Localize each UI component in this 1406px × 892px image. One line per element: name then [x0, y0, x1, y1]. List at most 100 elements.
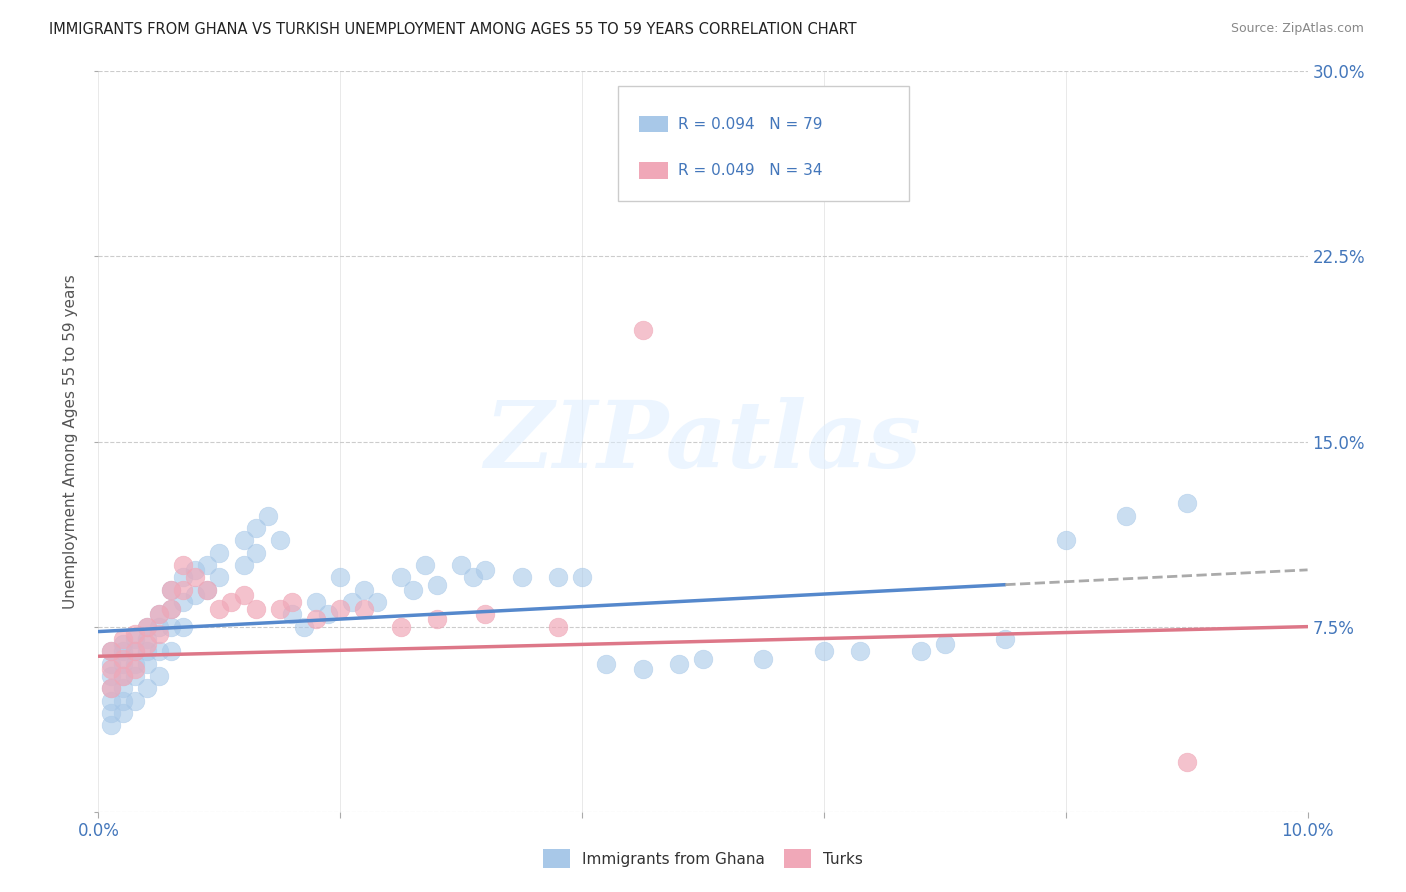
- Point: [571, 570, 593, 584]
- Point: [100, 681, 122, 696]
- Point: [172, 582, 194, 597]
- Point: [450, 558, 472, 572]
- Bar: [638, 116, 668, 132]
- Point: [208, 546, 231, 560]
- Point: [474, 563, 496, 577]
- Point: [100, 644, 122, 658]
- Point: [510, 570, 533, 584]
- Point: [221, 595, 243, 609]
- Point: [752, 651, 775, 665]
- Point: [256, 508, 278, 523]
- Y-axis label: Unemployment Among Ages 55 to 59 years: Unemployment Among Ages 55 to 59 years: [63, 274, 79, 609]
- Point: [208, 602, 231, 616]
- Point: [353, 582, 375, 597]
- Point: [100, 706, 122, 720]
- Text: R = 0.094   N = 79: R = 0.094 N = 79: [678, 117, 823, 132]
- Point: [148, 627, 170, 641]
- Text: ZIPatlas: ZIPatlas: [485, 397, 921, 486]
- Point: [160, 582, 183, 597]
- Point: [100, 681, 122, 696]
- Point: [100, 644, 122, 658]
- Point: [547, 570, 569, 584]
- Legend: Immigrants from Ghana, Turks: Immigrants from Ghana, Turks: [536, 841, 870, 875]
- Point: [135, 644, 157, 658]
- Point: [595, 657, 617, 671]
- Point: [631, 662, 654, 676]
- Point: [124, 632, 146, 646]
- Point: [232, 533, 254, 548]
- Point: [366, 595, 388, 609]
- Point: [172, 558, 194, 572]
- Point: [124, 694, 146, 708]
- Point: [111, 669, 134, 683]
- Point: [100, 669, 122, 683]
- Point: [463, 570, 485, 584]
- Point: [100, 657, 122, 671]
- Point: [426, 577, 449, 591]
- Point: [172, 619, 194, 633]
- Point: [135, 619, 157, 633]
- Point: [402, 582, 425, 597]
- Point: [245, 602, 267, 616]
- Text: Source: ZipAtlas.com: Source: ZipAtlas.com: [1230, 22, 1364, 36]
- Point: [135, 632, 157, 646]
- Point: [124, 644, 146, 658]
- Point: [245, 546, 267, 560]
- Point: [547, 619, 569, 633]
- Point: [389, 619, 412, 633]
- Point: [269, 533, 291, 548]
- Point: [135, 681, 157, 696]
- Point: [100, 718, 122, 732]
- Point: [135, 637, 157, 651]
- FancyBboxPatch shape: [619, 87, 908, 201]
- Point: [1175, 756, 1198, 770]
- Point: [111, 657, 134, 671]
- Point: [111, 669, 134, 683]
- Point: [281, 607, 304, 622]
- Point: [135, 657, 157, 671]
- Point: [474, 607, 496, 622]
- Point: [184, 588, 207, 602]
- Point: [111, 632, 134, 646]
- Point: [111, 706, 134, 720]
- Point: [1175, 496, 1198, 510]
- Point: [135, 619, 157, 633]
- Point: [160, 602, 183, 616]
- Point: [124, 644, 146, 658]
- Point: [413, 558, 436, 572]
- Point: [1115, 508, 1137, 523]
- Point: [813, 644, 835, 658]
- Point: [849, 644, 872, 658]
- Point: [111, 681, 134, 696]
- Point: [208, 570, 231, 584]
- Point: [316, 607, 339, 622]
- Point: [111, 694, 134, 708]
- Point: [292, 619, 315, 633]
- Point: [232, 588, 254, 602]
- Point: [111, 644, 134, 658]
- Point: [172, 595, 194, 609]
- Point: [426, 612, 449, 626]
- Point: [389, 570, 412, 584]
- Point: [160, 582, 183, 597]
- Point: [195, 582, 218, 597]
- Point: [245, 521, 267, 535]
- Point: [148, 669, 170, 683]
- Point: [281, 595, 304, 609]
- Point: [329, 570, 352, 584]
- Point: [184, 570, 207, 584]
- Point: [160, 602, 183, 616]
- Point: [1054, 533, 1077, 548]
- Point: [172, 570, 194, 584]
- Point: [232, 558, 254, 572]
- Point: [124, 627, 146, 641]
- Point: [148, 607, 170, 622]
- Point: [124, 662, 146, 676]
- Text: IMMIGRANTS FROM GHANA VS TURKISH UNEMPLOYMENT AMONG AGES 55 TO 59 YEARS CORRELAT: IMMIGRANTS FROM GHANA VS TURKISH UNEMPLO…: [49, 22, 856, 37]
- Point: [148, 619, 170, 633]
- Point: [184, 563, 207, 577]
- Point: [668, 657, 690, 671]
- Point: [342, 595, 364, 609]
- Point: [353, 602, 375, 616]
- Point: [100, 694, 122, 708]
